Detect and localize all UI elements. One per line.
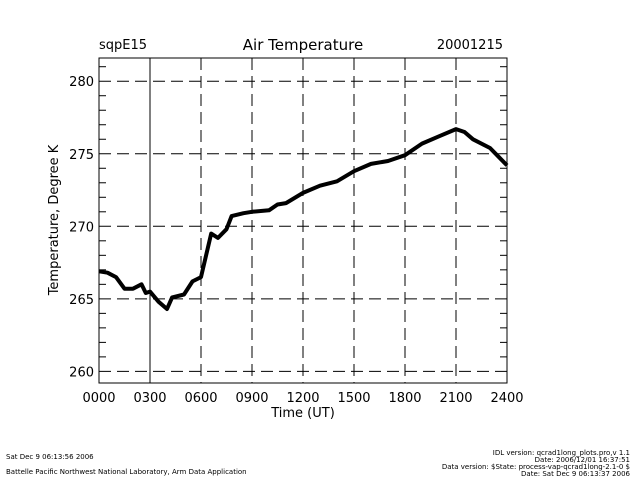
y-tick-label: 275 — [69, 148, 94, 163]
x-tick-label: 1800 — [388, 391, 421, 406]
site-label: sqpE15 — [99, 38, 148, 53]
date-label: 20001215 — [436, 38, 503, 53]
footer-timestamp: Sat Dec 9 06:13:56 2006 — [6, 453, 94, 461]
x-tick-label: 2400 — [490, 391, 523, 406]
x-tick-label: 0300 — [133, 391, 166, 406]
footer-data-version: Data version: $State: process-vap-qcrad1… — [441, 463, 630, 471]
footer-idl-date: Date: 2006/12/01 16:37:51 — [534, 456, 630, 464]
footer-idl-version: IDL version: qcrad1long_plots.pro,v 1.1 — [492, 449, 630, 457]
tick-labels: 0000 0300 0600 0900 1200 1500 1800 2100 2400 260 2… — [69, 75, 523, 406]
footer-data-date: Date: Sat Dec 9 06:13:37 2006 — [521, 470, 630, 478]
x-tick-label: 2100 — [439, 391, 472, 406]
series-line-air-temperature — [98, 127, 509, 311]
x-tick-label: 1500 — [337, 391, 370, 406]
x-tick-label: 1200 — [286, 391, 319, 406]
x-tick-label: 0600 — [184, 391, 217, 406]
y-tick-label: 280 — [69, 75, 94, 90]
plot-frame — [98, 57, 508, 384]
y-tick-label: 270 — [69, 220, 94, 235]
y-tick-label: 265 — [69, 293, 94, 308]
chart-title: Air Temperature — [242, 36, 364, 54]
x-tick-label: 0900 — [235, 391, 268, 406]
grid — [99, 58, 507, 383]
footer-organization: Battelle Pacific Northwest National Labo… — [6, 468, 247, 476]
y-tick-label: 260 — [69, 365, 94, 380]
axis-ticks — [99, 66, 507, 358]
x-axis-label: Time (UT) — [270, 406, 335, 421]
x-tick-label: 0000 — [82, 391, 115, 406]
y-axis-label: Temperature, Degree K — [47, 144, 62, 296]
